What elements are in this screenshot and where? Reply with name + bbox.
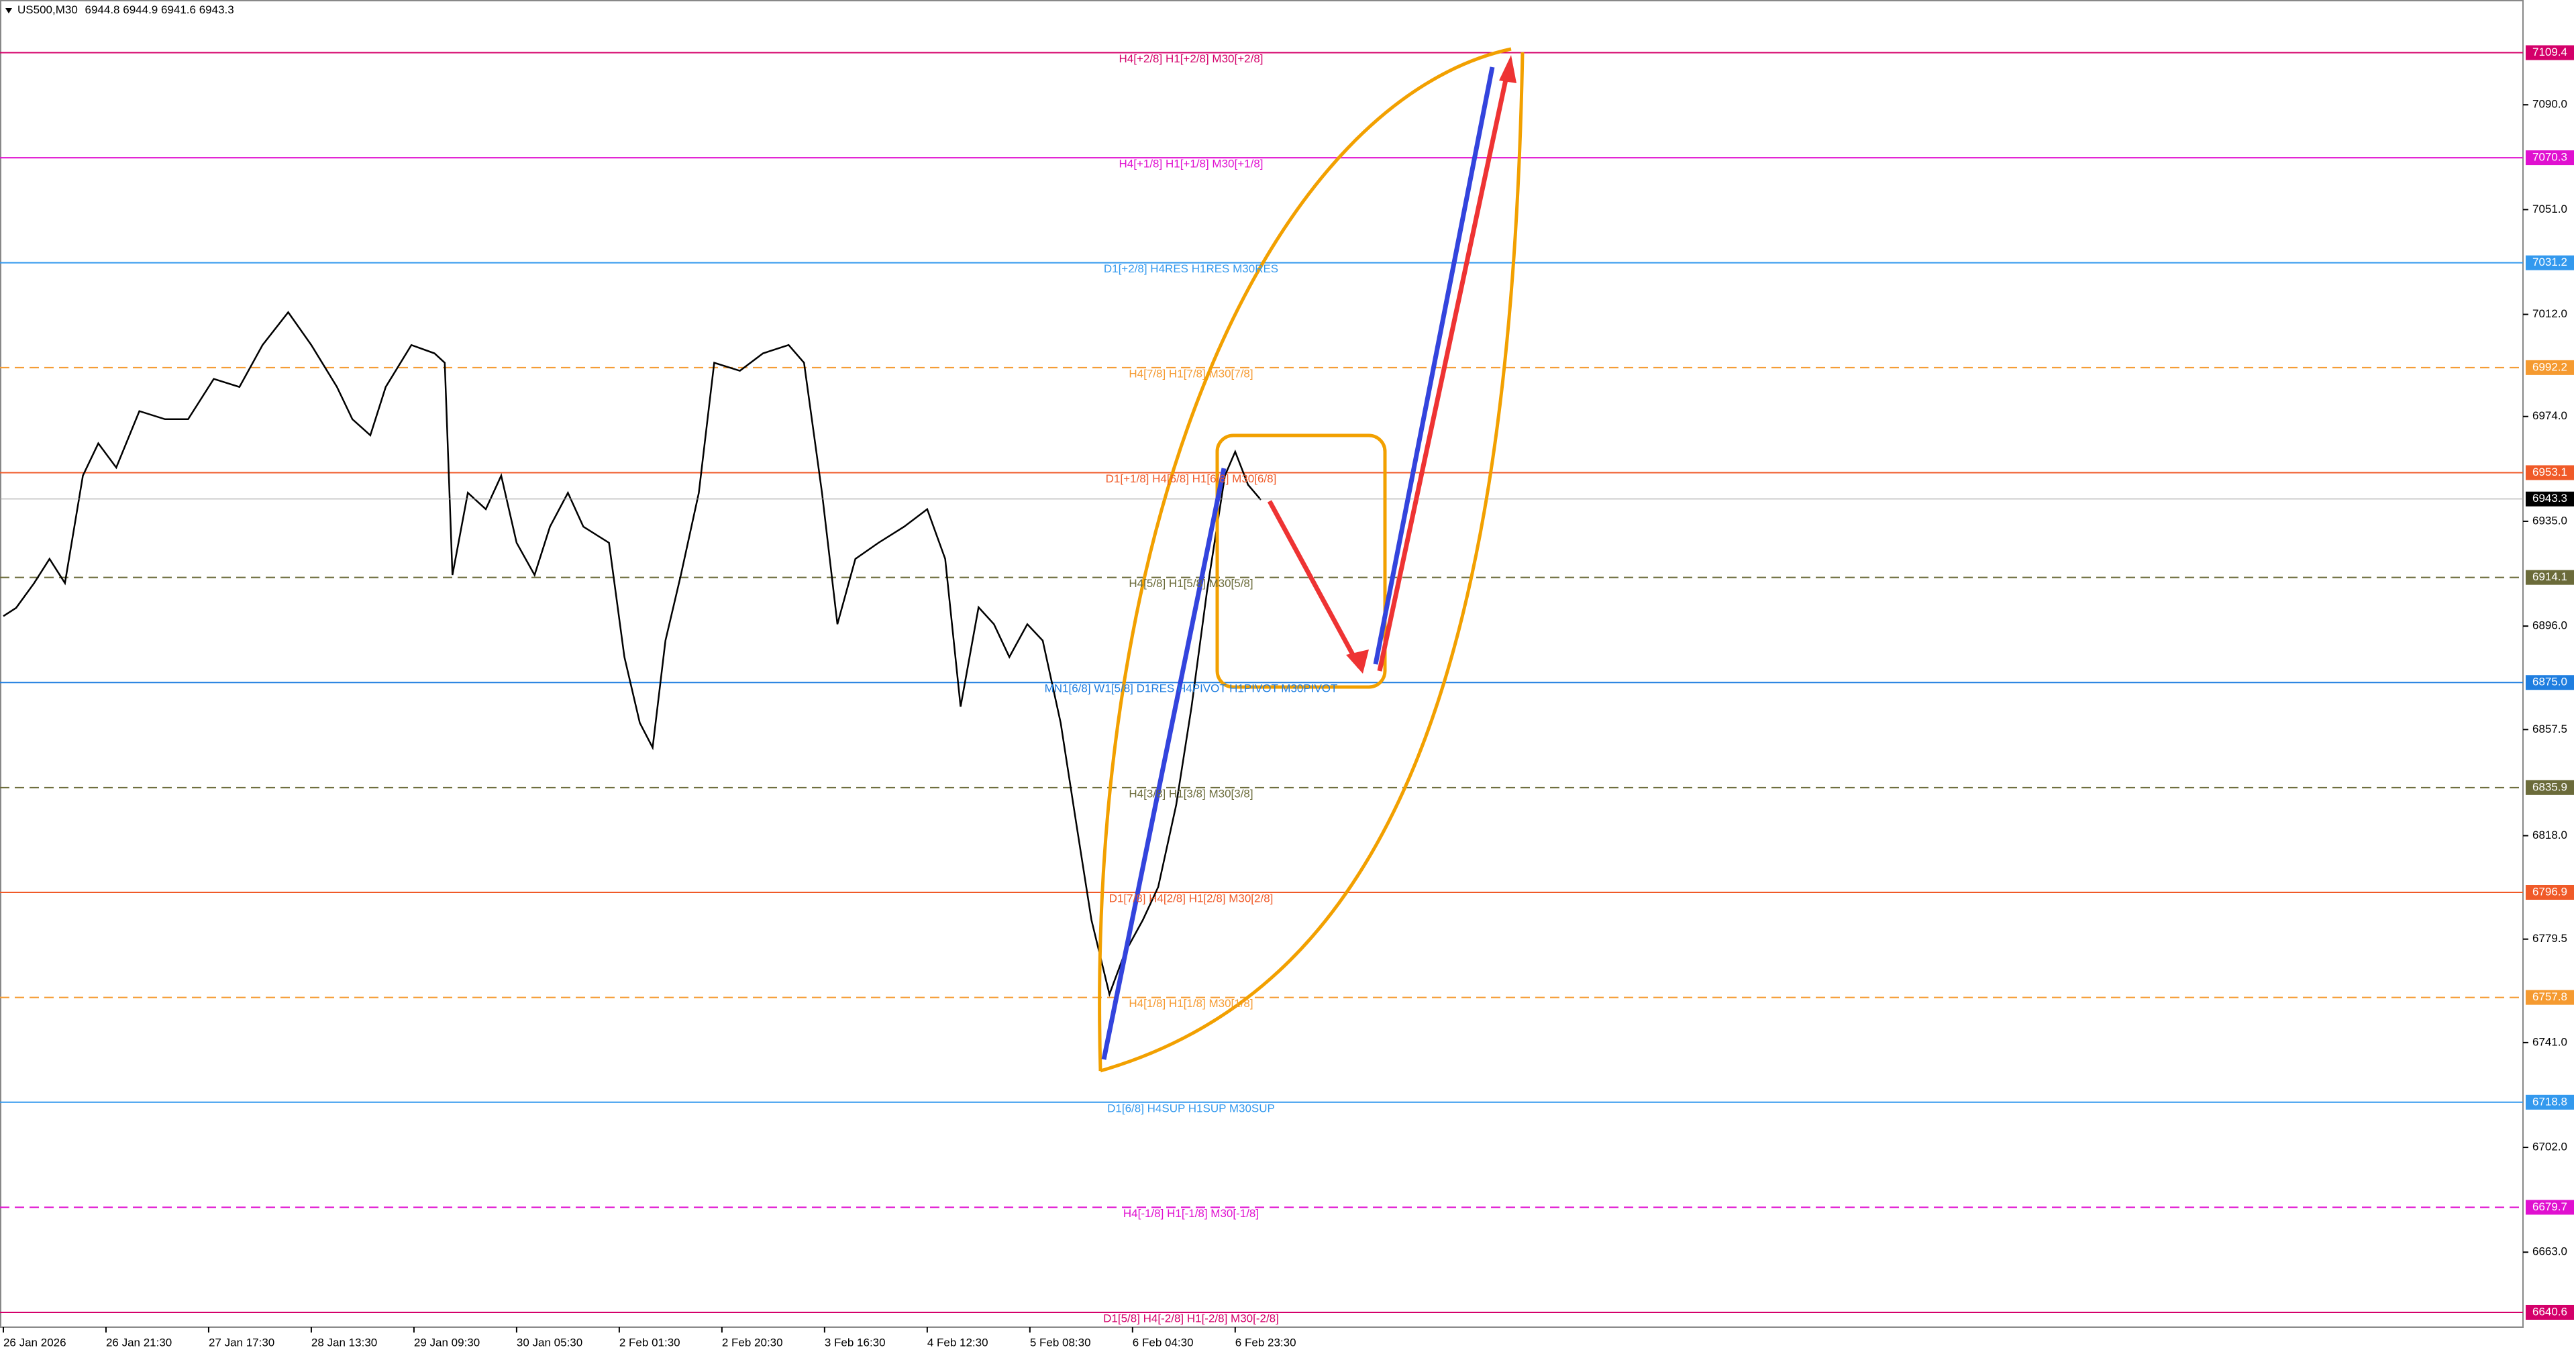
price-tag bbox=[2526, 45, 2574, 60]
low: 6941.6 bbox=[161, 3, 196, 16]
level-label: D1[5/8] H4[-2/8] H1[-2/8] M30[-2/8] bbox=[1103, 1312, 1279, 1324]
close: 6943.3 bbox=[199, 3, 234, 16]
orange-arc bbox=[1098, 47, 1525, 1073]
price-tag bbox=[2526, 990, 2574, 1005]
price-tag bbox=[2526, 1304, 2574, 1320]
y-tick-label: 6779.5 bbox=[2532, 932, 2567, 945]
x-tick-label: 2 Feb 01:30 bbox=[619, 1336, 680, 1349]
x-tick-label: 27 Jan 17:30 bbox=[209, 1336, 274, 1349]
header: US500,M30 6944.8 6944.9 6941.6 6943.3 bbox=[17, 3, 234, 16]
price-tag-label: 6914.1 bbox=[2532, 570, 2567, 583]
y-tick-label: 6702.0 bbox=[2532, 1141, 2567, 1153]
y-tick-label: 6818.0 bbox=[2532, 829, 2567, 841]
open: 6944.8 bbox=[85, 3, 120, 16]
high: 6944.9 bbox=[123, 3, 158, 16]
orange-box bbox=[1215, 433, 1387, 689]
price-tag-label: 7031.2 bbox=[2532, 256, 2567, 268]
x-tick-label: 6 Feb 04:30 bbox=[1133, 1336, 1194, 1349]
price-tag-label: 6953.1 bbox=[2532, 466, 2567, 478]
level-label: H4[+1/8] H1[+1/8] M30[+1/8] bbox=[1119, 158, 1264, 170]
y-tick-label: 6935.0 bbox=[2532, 514, 2567, 527]
plot-frame bbox=[0, 0, 2524, 1328]
y-tick-label: 6974.0 bbox=[2532, 409, 2567, 422]
x-tick-label: 26 Jan 21:30 bbox=[106, 1336, 172, 1349]
price-tag-label: 7070.3 bbox=[2532, 151, 2567, 164]
annotations bbox=[1098, 47, 1525, 1073]
x-tick-label: 26 Jan 2026 bbox=[3, 1336, 66, 1349]
y-tick-label: 6896.0 bbox=[2532, 619, 2567, 632]
y-tick-label: 7090.0 bbox=[2532, 98, 2567, 111]
price-tag bbox=[2526, 675, 2574, 690]
price-tag-label: 6718.8 bbox=[2532, 1095, 2567, 1108]
level-label: H4[5/8] H1[5/8] M30[5/8] bbox=[1129, 577, 1253, 590]
price-tag bbox=[2526, 465, 2574, 480]
x-tick-label: 4 Feb 12:30 bbox=[927, 1336, 988, 1349]
price-tag bbox=[2526, 1200, 2574, 1215]
price-tag bbox=[2526, 1094, 2574, 1110]
level-label: H4[+2/8] H1[+2/8] M30[+2/8] bbox=[1119, 52, 1264, 65]
red-arrow bbox=[1267, 500, 1362, 668]
y-tick-label: 7012.0 bbox=[2532, 307, 2567, 320]
price-tag-label: 7109.4 bbox=[2532, 46, 2567, 58]
price-tag-label: 6757.8 bbox=[2532, 990, 2567, 1003]
level-label: H4[7/8] H1[7/8] M30[7/8] bbox=[1129, 367, 1253, 380]
price-tag-label: 6796.9 bbox=[2532, 885, 2567, 898]
arrowhead bbox=[1499, 55, 1516, 83]
price-tag-label: 6679.7 bbox=[2532, 1200, 2567, 1213]
price-tag bbox=[2526, 570, 2574, 585]
level-label: MN1[6/8] W1[5/8] D1RES H4PIVOT H1PIVOT M… bbox=[1045, 682, 1338, 695]
x-tick-label: 3 Feb 16:30 bbox=[825, 1336, 886, 1349]
x-tick-label: 29 Jan 09:30 bbox=[414, 1336, 480, 1349]
y-tick-label: 7051.0 bbox=[2532, 203, 2567, 215]
level-label: H4[3/8] H1[3/8] M30[3/8] bbox=[1129, 787, 1253, 800]
level-label: D1[+1/8] H4[6/8] H1[6/8] M30[6/8] bbox=[1106, 472, 1277, 485]
y-tick-label: 6857.5 bbox=[2532, 723, 2567, 735]
price-tag bbox=[2526, 885, 2574, 900]
menu-triangle[interactable] bbox=[5, 8, 12, 13]
price-tag-label: 6992.2 bbox=[2532, 360, 2567, 373]
price-tag-label: 6835.9 bbox=[2532, 780, 2567, 793]
level-label: H4[-1/8] H1[-1/8] M30[-1/8] bbox=[1123, 1207, 1259, 1220]
price-tag-label: 6875.0 bbox=[2532, 676, 2567, 688]
x-tick-label: 2 Feb 20:30 bbox=[722, 1336, 783, 1349]
current-price-label: 6943.3 bbox=[2532, 492, 2567, 505]
y-tick-label: 6741.0 bbox=[2532, 1035, 2567, 1048]
level-label: H4[1/8] H1[1/8] M30[1/8] bbox=[1129, 997, 1253, 1010]
price-tag bbox=[2526, 780, 2574, 795]
x-tick-label: 5 Feb 08:30 bbox=[1030, 1336, 1091, 1349]
symbol: US500,M30 bbox=[17, 3, 78, 16]
y-tick-label: 6663.0 bbox=[2532, 1245, 2567, 1258]
blue-arrow bbox=[1373, 66, 1495, 665]
red-arrow bbox=[1377, 66, 1511, 672]
price-tag-label: 6640.6 bbox=[2532, 1305, 2567, 1318]
price-tag bbox=[2526, 360, 2574, 375]
arrowhead bbox=[1346, 649, 1369, 674]
level-label: D1[7/8] H4[2/8] H1[2/8] M30[2/8] bbox=[1109, 892, 1274, 904]
level-label: D1[+2/8] H4RES H1RES M30RES bbox=[1104, 262, 1278, 275]
x-tick-label: 28 Jan 13:30 bbox=[311, 1336, 377, 1349]
current-price-tag bbox=[2526, 491, 2574, 507]
price-tag bbox=[2526, 150, 2574, 166]
price-line bbox=[3, 311, 1261, 998]
level-label: D1[6/8] H4SUP H1SUP M30SUP bbox=[1107, 1102, 1275, 1114]
x-tick-label: 30 Jan 05:30 bbox=[517, 1336, 582, 1349]
x-tick-label: 6 Feb 23:30 bbox=[1235, 1336, 1296, 1349]
price-tag bbox=[2526, 255, 2574, 270]
blue-line bbox=[1101, 468, 1227, 1060]
